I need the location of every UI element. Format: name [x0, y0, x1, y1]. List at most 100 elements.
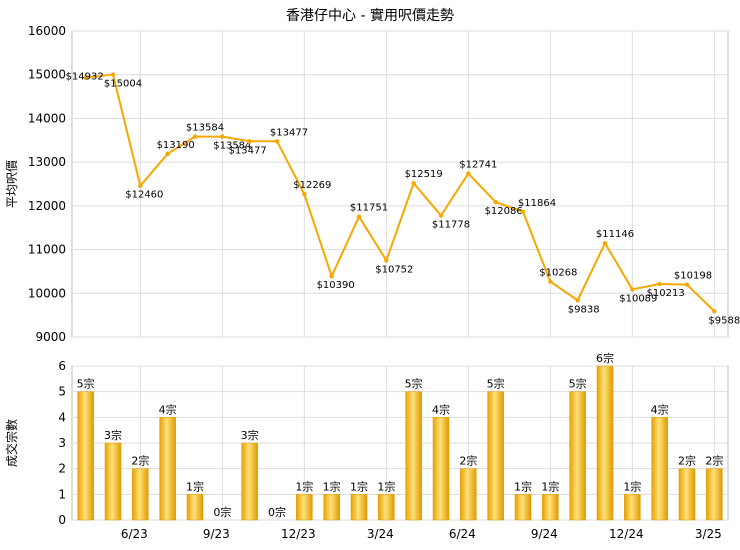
volume-data-label: 5宗	[405, 377, 423, 391]
x-tick-label: 3/25	[695, 527, 722, 541]
price-data-label: $11146	[596, 229, 634, 240]
price-point	[493, 199, 498, 205]
y-tick-label: 15000	[28, 68, 66, 82]
price-point	[220, 134, 225, 139]
x-tick-label: 12/24	[609, 527, 644, 541]
x-tick-label: 12/23	[281, 527, 316, 541]
price-data-label: $13190	[157, 140, 195, 151]
price-data-label: $13477	[270, 127, 308, 138]
volume-bar	[542, 494, 559, 521]
y-tick-label: 13000	[28, 155, 66, 169]
price-point	[630, 287, 635, 292]
y-tick-label: 10000	[28, 286, 66, 300]
y-tick-label: 2	[58, 462, 66, 476]
price-data-label: $10198	[674, 271, 712, 282]
price-point	[548, 279, 553, 284]
volume-bar	[186, 494, 204, 521]
volume-bar	[706, 468, 723, 521]
volume-bar	[651, 417, 668, 521]
volume-data-label: 1宗	[350, 479, 368, 493]
volume-bar	[378, 494, 395, 521]
price-point	[602, 240, 608, 246]
volume-data-label: 1宗	[295, 479, 313, 493]
y-tick-label: 11000	[28, 243, 66, 257]
y-tick-label: 3	[58, 436, 66, 450]
volume-bar	[132, 468, 149, 521]
volume-data-label: 1宗	[623, 479, 641, 493]
volume-bar	[323, 494, 340, 521]
volume-data-label: 1宗	[514, 479, 532, 493]
price-point	[356, 214, 362, 219]
price-data-label: $12519	[405, 169, 443, 180]
volume-data-label: 2宗	[131, 454, 149, 468]
volume-bar	[514, 494, 532, 521]
volume-data-label: 4宗	[432, 402, 450, 416]
y-tick-label: 0	[58, 513, 66, 527]
price-point	[274, 139, 280, 144]
volume-data-label: 5宗	[569, 377, 587, 391]
volume-data-label: 0宗	[268, 505, 286, 519]
volume-bar	[624, 494, 641, 521]
volume-bar	[77, 391, 94, 521]
x-tick-label: 3/24	[367, 527, 394, 541]
volume-data-label: 1宗	[323, 479, 341, 493]
y-tick-label: 12000	[28, 199, 66, 213]
y-axis-label: 平均呎價	[5, 160, 19, 208]
volume-data-label: 1宗	[377, 479, 395, 493]
volume-data-label: 2宗	[678, 454, 696, 468]
volume-panel: 0 1 2 3 4 5 6 6/23 9/23 12/23 3/24 6/24 9/24 12/24 3/2…	[4, 351, 729, 541]
volume-data-label: 2宗	[459, 454, 477, 468]
price-data-label: $12086	[485, 206, 523, 217]
volume-data-label: 1宗	[186, 479, 204, 493]
price-point	[329, 274, 334, 279]
price-point	[83, 75, 88, 80]
y-tick-label: 5	[58, 385, 66, 399]
price-data-label: $10390	[317, 280, 355, 291]
y-tick-label: 16000	[28, 24, 66, 38]
volume-data-label: 4宗	[159, 402, 177, 416]
price-point	[110, 72, 116, 77]
price-point	[712, 309, 717, 314]
volume-bar	[296, 494, 313, 521]
price-point	[438, 213, 444, 218]
price-data-label: $12741	[459, 159, 497, 170]
price-data-label: $12460	[125, 190, 163, 201]
volume-bar	[432, 417, 450, 521]
x-tick-label: 6/24	[449, 527, 476, 541]
price-point	[520, 209, 526, 215]
price-data-label: $11751	[350, 203, 388, 214]
price-data-label: $10089	[619, 293, 657, 304]
x-tick-label: 9/24	[531, 527, 558, 541]
price-data-label: $9588	[708, 315, 740, 326]
volume-bar	[159, 417, 176, 521]
y-tick-label: 4	[58, 410, 66, 424]
volume-bar	[241, 442, 258, 521]
price-data-label: $14932	[66, 72, 104, 83]
price-point	[192, 134, 198, 139]
price-panel: 9000 10000 11000 12000 13000 14000 15000 16000 平…	[5, 24, 740, 344]
price-data-label: $12269	[293, 180, 331, 191]
price-point	[165, 151, 170, 157]
volume-bar	[596, 365, 614, 521]
price-point	[138, 183, 143, 188]
price-point	[247, 139, 252, 144]
x-tick-label: 6/23	[121, 527, 148, 541]
price-data-label: $15004	[104, 79, 142, 90]
price-line	[85, 73, 716, 313]
y-tick-label: 14000	[28, 111, 66, 125]
price-data-label: $13477	[229, 145, 267, 156]
y-tick-label: 6	[58, 359, 66, 373]
volume-bar	[104, 442, 122, 521]
volume-data-label: 3宗	[241, 428, 259, 442]
price-data-label: $9838	[568, 304, 600, 315]
price-point	[684, 282, 690, 287]
volume-bar	[460, 468, 477, 521]
price-data-label: $11778	[432, 220, 470, 231]
volume-bar	[405, 391, 422, 521]
volume-data-label: 0宗	[213, 505, 231, 519]
volume-data-label: 3宗	[104, 428, 122, 442]
price-data-label: $10213	[647, 288, 685, 299]
price-point	[411, 180, 416, 186]
volume-bar	[487, 391, 504, 521]
